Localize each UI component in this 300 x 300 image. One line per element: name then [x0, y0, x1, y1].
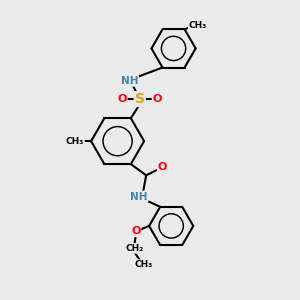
Text: O: O [131, 226, 141, 236]
Text: CH₂: CH₂ [125, 244, 143, 253]
Text: NH: NH [121, 76, 138, 86]
Text: NH: NH [130, 191, 148, 202]
Text: S: S [135, 92, 145, 106]
Text: CH₃: CH₃ [189, 21, 207, 30]
Text: O: O [117, 94, 127, 104]
Text: CH₃: CH₃ [134, 260, 152, 269]
Text: CH₃: CH₃ [66, 137, 84, 146]
Text: O: O [158, 162, 167, 172]
Text: O: O [153, 94, 162, 104]
